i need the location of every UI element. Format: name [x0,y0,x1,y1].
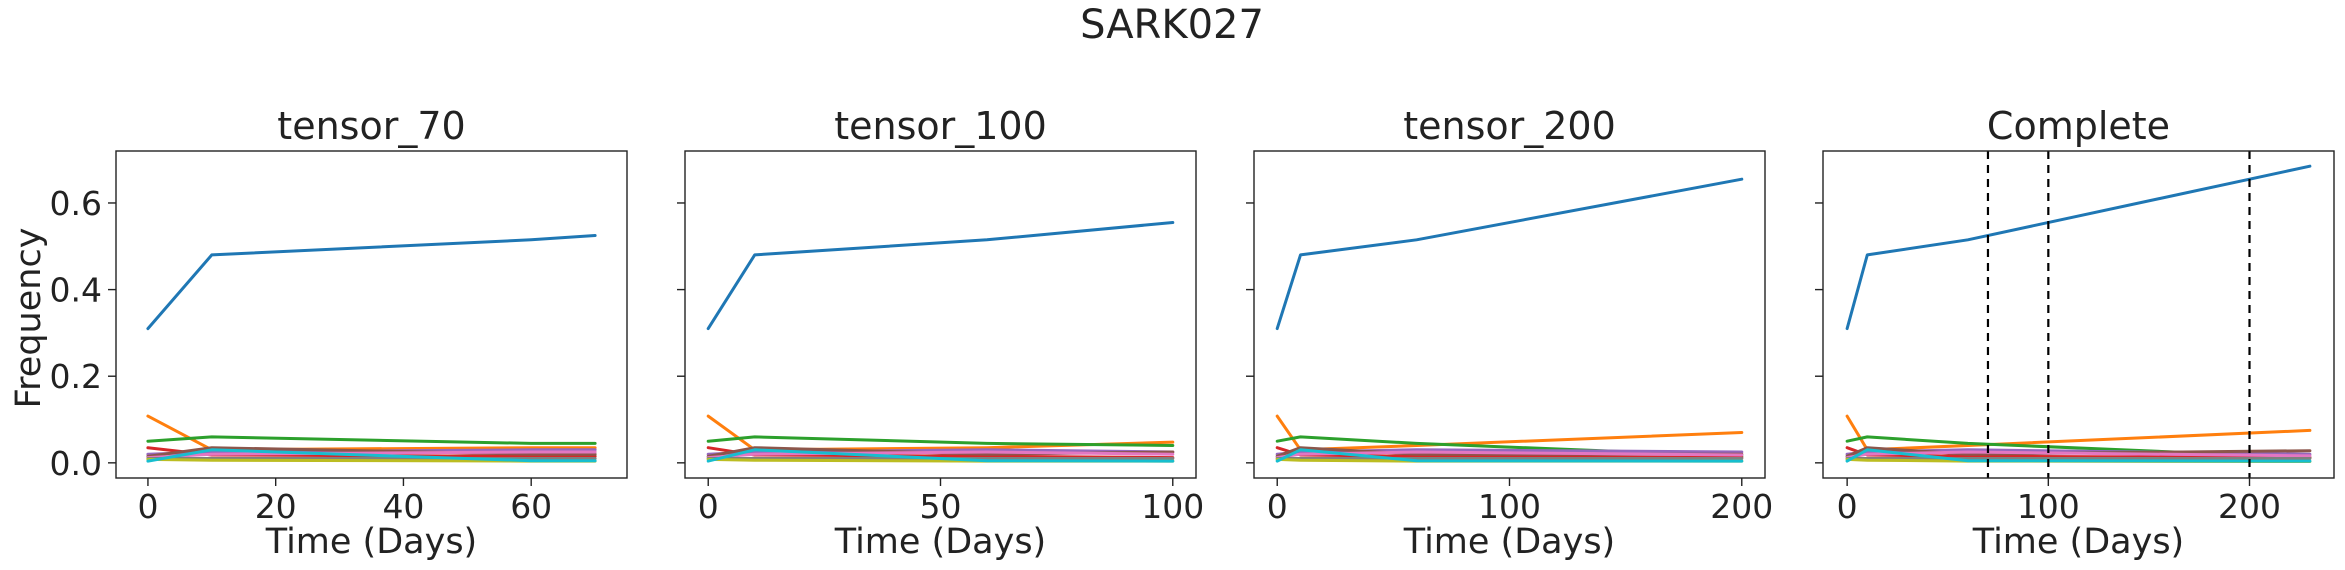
panel-3: Complete Time (Days) 0 100 200 [1815,104,2335,562]
x-tick-label: 0 [1837,487,1858,526]
series-line-0 [1275,177,1744,331]
series-line-2 [146,435,597,445]
x-axis-label: Time (Days) [1972,522,2184,562]
x-tick-label: 100 [2017,487,2080,526]
plot-frame [684,150,1197,479]
series-group [146,234,597,463]
panel-title: tensor_100 [834,104,1047,148]
plot-frame [1253,150,1766,479]
x-axis-label: Time (Days) [265,522,477,562]
series-line-9 [1275,448,1744,463]
y-tick-label: 0.2 [50,357,102,396]
x-tick-label: 50 [920,487,962,526]
x-tick-label: 0 [137,487,158,526]
series-line-1 [1845,414,2312,452]
series-line-2 [706,435,1175,447]
series-line-5 [146,446,597,458]
panel-0: tensor_70 Time (Days) 0 20 40 60 0.0 0.2 0.4 0.6 [50,104,628,562]
series-line-0 [706,221,1175,331]
x-tick-label: 20 [255,487,297,526]
series-line-0 [1845,164,2312,331]
x-tick-label: 40 [382,487,424,526]
x-tick-label: 0 [698,487,719,526]
figure-title: SARK027 [1080,2,1264,48]
x-tick-label: 0 [1267,487,1288,526]
plot-frame [115,150,628,479]
series-line-9 [706,448,1175,463]
panel-title: Complete [1987,104,2170,148]
y-tick-label: 0.4 [50,271,102,310]
x-tick-label: 100 [1478,487,1541,526]
y-tick-label: 0.0 [50,444,102,483]
panel-2: tensor_200 Time (Days) 0 100 200 [1246,104,1773,562]
series-group [1845,164,2312,463]
series-line-1 [1275,414,1744,452]
panel-title: tensor_200 [1403,104,1616,148]
y-axis-label: Frequency [9,228,49,409]
x-tick-label: 200 [2218,487,2281,526]
x-axis-label: Time (Days) [1403,522,1615,562]
panel-title: tensor_70 [277,104,465,148]
x-tick-label: 100 [1141,487,1204,526]
series-line-0 [146,234,597,331]
series-line-9 [1845,448,2312,463]
series-group [1275,177,1744,463]
y-tick-label: 0.6 [50,184,102,223]
series-line-1 [146,414,597,452]
x-tick-label: 60 [510,487,552,526]
plot-frame [1822,150,2335,479]
series-line-9 [146,448,597,463]
panel-1: tensor_100 Time (Days) 0 50 100 [677,104,1204,562]
series-group [706,221,1175,463]
x-axis-label: Time (Days) [834,522,1046,562]
x-tick-label: 200 [1710,487,1773,526]
